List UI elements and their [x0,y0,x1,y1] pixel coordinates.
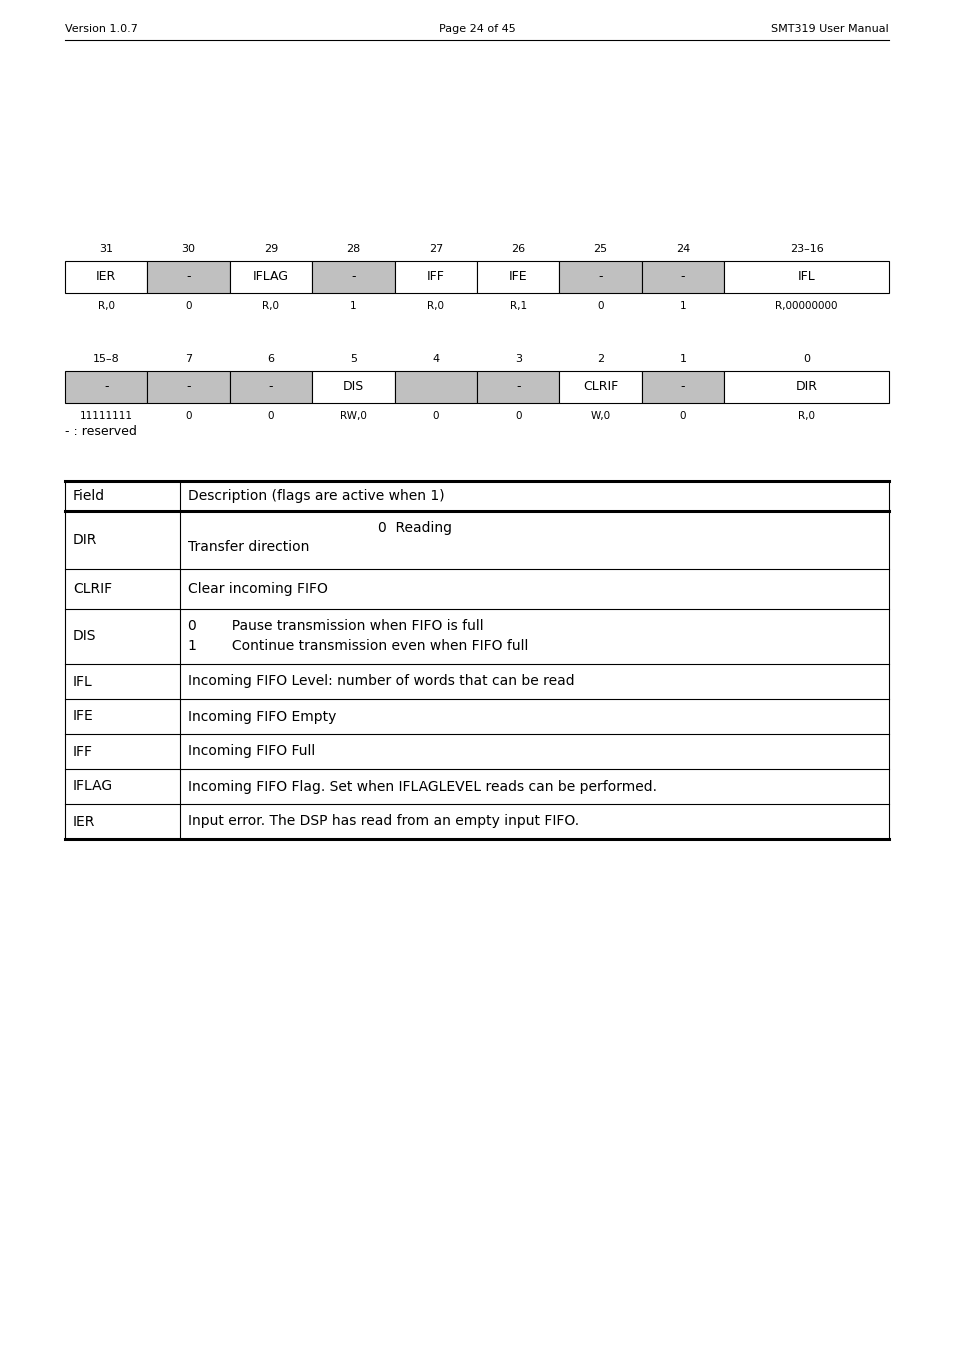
Bar [230,261,312,293]
Text: -: - [351,270,355,284]
Text: 31: 31 [99,245,113,254]
Text: 0: 0 [185,301,192,311]
Text: RW,0: RW,0 [339,411,367,422]
Text: R,0: R,0 [798,411,814,422]
Text: SMT319 User Manual: SMT319 User Manual [770,24,888,34]
Text: Transfer direction: Transfer direction [188,540,309,554]
Text: R,1: R,1 [509,301,526,311]
Text: IFL: IFL [797,270,815,284]
Bar [476,261,558,293]
Text: DIS: DIS [73,630,96,643]
Text: IFLAG: IFLAG [253,270,289,284]
Text: -: - [680,270,684,284]
Text: 23–16: 23–16 [789,245,822,254]
Bar [641,261,723,293]
Text: 1: 1 [679,301,685,311]
Text: Clear incoming FIFO: Clear incoming FIFO [188,582,328,596]
Text: IFF: IFF [73,744,92,758]
Text: 5: 5 [350,354,356,363]
Text: R,00000000: R,00000000 [775,301,837,311]
Text: CLRIF: CLRIF [73,582,112,596]
Text: 24: 24 [675,245,689,254]
Text: -: - [186,381,191,393]
Text: 25: 25 [593,245,607,254]
Text: IER: IER [96,270,116,284]
Text: 28: 28 [346,245,360,254]
Text: 1        Continue transmission even when FIFO full: 1 Continue transmission even when FIFO f… [188,639,528,654]
Text: Incoming FIFO Level: number of words that can be read: Incoming FIFO Level: number of words tha… [188,674,574,689]
Text: W,0: W,0 [590,411,610,422]
Text: Description (flags are active when 1): Description (flags are active when 1) [188,489,444,503]
Text: -: - [104,381,109,393]
Text: Incoming FIFO Empty: Incoming FIFO Empty [188,709,336,724]
Text: 2: 2 [597,354,603,363]
Bar [723,372,888,403]
Bar [230,372,312,403]
Bar [558,372,641,403]
Text: -: - [186,270,191,284]
Bar [641,372,723,403]
Text: -: - [680,381,684,393]
Text: 7: 7 [185,354,192,363]
Text: -: - [598,270,602,284]
Text: 0        Pause transmission when FIFO is full: 0 Pause transmission when FIFO is full [188,619,483,632]
Text: Input error. The DSP has read from an empty input FIFO.: Input error. The DSP has read from an em… [188,815,578,828]
Text: 4: 4 [432,354,439,363]
Text: 0: 0 [515,411,521,422]
Text: 0: 0 [597,301,603,311]
Text: 26: 26 [511,245,525,254]
Bar [312,261,395,293]
Bar [476,372,558,403]
Text: 15–8: 15–8 [92,354,119,363]
Text: 0: 0 [268,411,274,422]
Text: 0: 0 [432,411,438,422]
Text: Incoming FIFO Full: Incoming FIFO Full [188,744,314,758]
Bar [312,372,395,403]
Text: 1: 1 [350,301,356,311]
Text: Incoming FIFO Flag. Set when IFLAGLEVEL reads can be performed.: Incoming FIFO Flag. Set when IFLAGLEVEL … [188,780,657,793]
Bar [65,261,148,293]
Text: 6: 6 [267,354,274,363]
Text: CLRIF: CLRIF [582,381,618,393]
Text: -: - [516,381,520,393]
Text: IFL: IFL [73,674,92,689]
Text: IFE: IFE [73,709,93,724]
Text: 27: 27 [428,245,442,254]
Text: Field: Field [73,489,105,503]
Text: DIR: DIR [73,534,97,547]
Text: 29: 29 [264,245,278,254]
Text: IFE: IFE [508,270,527,284]
Text: 0  Reading: 0 Reading [377,521,452,535]
Bar [65,372,148,403]
Bar [723,261,888,293]
Bar [558,261,641,293]
Bar [148,261,230,293]
Text: -: - [269,381,273,393]
Text: IFF: IFF [426,270,444,284]
Bar [395,261,476,293]
Text: 3: 3 [515,354,521,363]
Text: - : reserved: - : reserved [65,426,136,438]
Text: 0: 0 [679,411,685,422]
Text: 11111111: 11111111 [80,411,132,422]
Text: Version 1.0.7: Version 1.0.7 [65,24,138,34]
Text: R,0: R,0 [97,301,114,311]
Bar [148,372,230,403]
Text: DIS: DIS [342,381,364,393]
Text: IFLAG: IFLAG [73,780,113,793]
Text: R,0: R,0 [262,301,279,311]
Text: IER: IER [73,815,95,828]
Text: Page 24 of 45: Page 24 of 45 [438,24,515,34]
Text: R,0: R,0 [427,301,444,311]
Text: 1: 1 [679,354,686,363]
Text: 30: 30 [181,245,195,254]
Text: 0: 0 [185,411,192,422]
Text: 0: 0 [802,354,809,363]
Bar [395,372,476,403]
Text: DIR: DIR [795,381,817,393]
